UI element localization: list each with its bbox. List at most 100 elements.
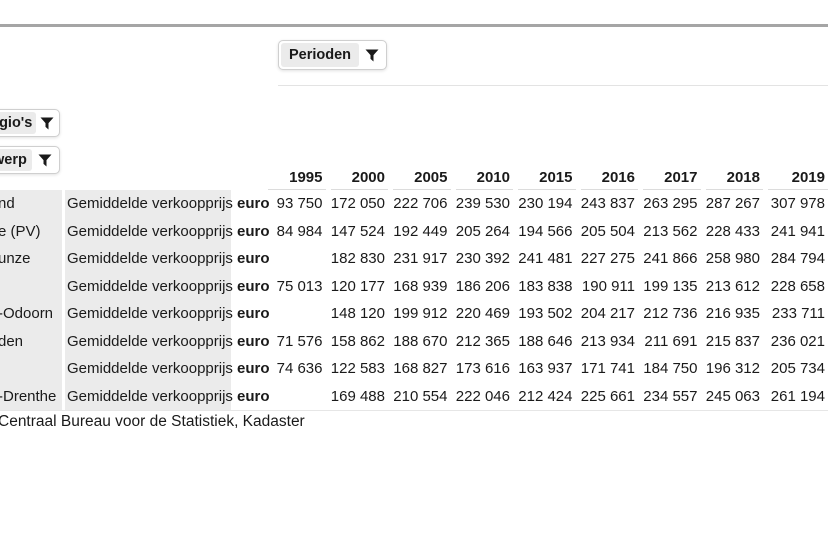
measure-label-cell: Gemiddelde verkoopprijs	[65, 327, 233, 355]
year-column-header: 2005	[388, 165, 451, 190]
value-cell: 220 469	[455, 305, 510, 322]
value-cell: 213 934	[580, 332, 635, 350]
table-row: e (PV) Gemiddelde verkoopprijs euro 84 984 1…	[0, 217, 828, 245]
value-cell: 239 530	[455, 195, 510, 212]
value-cell: 210 554	[393, 387, 448, 405]
value-cell: 213 562	[643, 222, 698, 240]
value-cell: 261 194	[770, 387, 825, 405]
region-name-cell: nd	[0, 190, 62, 218]
value-cell: 227 275	[580, 250, 635, 267]
value-cell	[263, 300, 326, 328]
regios-filter-button[interactable]: egio's	[0, 109, 60, 137]
value-cell: 193 502	[518, 305, 573, 322]
value-cell: 204 217	[580, 305, 635, 322]
top-divider	[0, 24, 828, 27]
value-cell: 71 576	[276, 332, 323, 350]
table-row: -Odoorn Gemiddelde verkoopprijs euro 148 12…	[0, 300, 828, 328]
value-cell: 225 661	[580, 387, 635, 405]
table-row: nd Gemiddelde verkoopprijs euro 93 750 172 0…	[0, 190, 828, 218]
regios-filter-label: egio's	[0, 112, 37, 134]
value-cell: 212 365	[455, 332, 510, 350]
filter-funnel-icon	[36, 112, 57, 134]
region-name: e (PV)	[0, 222, 41, 240]
table-bottom-border	[0, 410, 828, 411]
value-cell	[263, 245, 326, 273]
unit-cell: euro	[237, 360, 270, 377]
value-cell: 173 616	[455, 360, 510, 377]
table-row: -Drenthe Gemiddelde verkoopprijs euro 169 4…	[0, 382, 828, 410]
value-cell: 222 706	[393, 195, 448, 212]
value-cell: 263 295	[643, 195, 698, 212]
unit-cell: euro	[237, 195, 270, 212]
perioden-filter-button[interactable]: Perioden	[278, 40, 388, 70]
region-name: unze	[0, 250, 31, 267]
value-cell: 84 984	[276, 222, 323, 240]
unit-cell: euro	[237, 222, 270, 240]
region-name-cell	[0, 272, 62, 300]
value-cell: 241 941	[770, 222, 825, 240]
value-cell: 122 583	[330, 360, 385, 377]
filter-funnel-icon	[359, 43, 385, 67]
region-name-cell	[0, 355, 62, 383]
measure-label-cell: Gemiddelde verkoopprijs	[65, 272, 233, 300]
value-cell: 188 646	[518, 332, 573, 350]
value-cell: 205 734	[770, 360, 825, 377]
value-cell: 186 206	[455, 277, 510, 295]
value-cell: 231 917	[393, 250, 448, 267]
value-cell: 168 939	[393, 277, 448, 295]
year-column-header: 2018	[700, 165, 763, 190]
value-cell: 236 021	[770, 332, 825, 350]
value-cell: 188 670	[393, 332, 448, 350]
region-name-cell: -Odoorn	[0, 300, 62, 328]
value-cell: 172 050	[330, 195, 385, 212]
source-attribution: Centraal Bureau voor de Statistiek, Kada…	[0, 413, 305, 430]
table-row: den Gemiddelde verkoopprijs euro 71 576 158 …	[0, 327, 828, 355]
filter-funnel-icon	[32, 149, 57, 171]
value-cell: 194 566	[518, 222, 573, 240]
measure-label-cell: Gemiddelde verkoopprijs	[65, 217, 233, 245]
perioden-divider	[278, 85, 828, 86]
value-cell: 245 063	[705, 387, 760, 405]
value-cell: 215 837	[705, 332, 760, 350]
value-cell: 199 912	[393, 305, 448, 322]
unit-cell: euro	[237, 305, 270, 322]
value-cell: 169 488	[330, 387, 385, 405]
value-cell: 234 557	[643, 387, 698, 405]
value-cell: 147 524	[330, 222, 385, 240]
value-cell: 205 264	[455, 222, 510, 240]
value-cell: 212 736	[643, 305, 698, 322]
value-cell: 228 658	[770, 277, 825, 295]
value-cell: 75 013	[276, 277, 323, 295]
value-cell: 230 392	[455, 250, 510, 267]
value-cell: 205 504	[580, 222, 635, 240]
unit-cell: euro	[237, 250, 270, 267]
value-cell: 212 424	[518, 387, 573, 405]
table-row: Gemiddelde verkoopprijs euro 74 636 122 583…	[0, 355, 828, 383]
value-cell: 258 980	[705, 250, 760, 267]
onderwerp-filter-button[interactable]: werp	[0, 146, 60, 174]
year-column-header: 2010	[450, 165, 513, 190]
value-cell: 216 935	[705, 305, 760, 322]
region-name: nd	[0, 195, 15, 212]
year-column-header: 2000	[325, 165, 388, 190]
value-cell: 241 866	[643, 250, 698, 267]
value-cell: 211 691	[644, 332, 698, 350]
value-cell: 158 862	[330, 332, 385, 350]
unit-cell: euro	[237, 277, 270, 295]
region-name-cell: den	[0, 327, 62, 355]
value-cell: 230 194	[518, 195, 573, 212]
value-cell: 228 433	[705, 222, 760, 240]
year-column-header: 2017	[638, 165, 701, 190]
onderwerp-filter-label: werp	[0, 149, 32, 171]
data-table: 1995 2000 2005 2010 2015 2016 2017 2018 2019 nd Ge…	[0, 165, 828, 411]
value-cell: 307 978	[770, 195, 825, 212]
value-cell: 190 911	[581, 277, 635, 295]
region-name: -Drenthe	[0, 387, 57, 405]
region-name-cell: -Drenthe	[0, 382, 62, 410]
value-cell: 213 612	[705, 277, 760, 295]
value-cell: 120 177	[330, 277, 385, 295]
perioden-filter-label: Perioden	[281, 43, 360, 67]
measure-label-cell: Gemiddelde verkoopprijs	[65, 382, 233, 410]
value-cell: 192 449	[393, 222, 448, 240]
region-name: -Odoorn	[0, 305, 54, 322]
